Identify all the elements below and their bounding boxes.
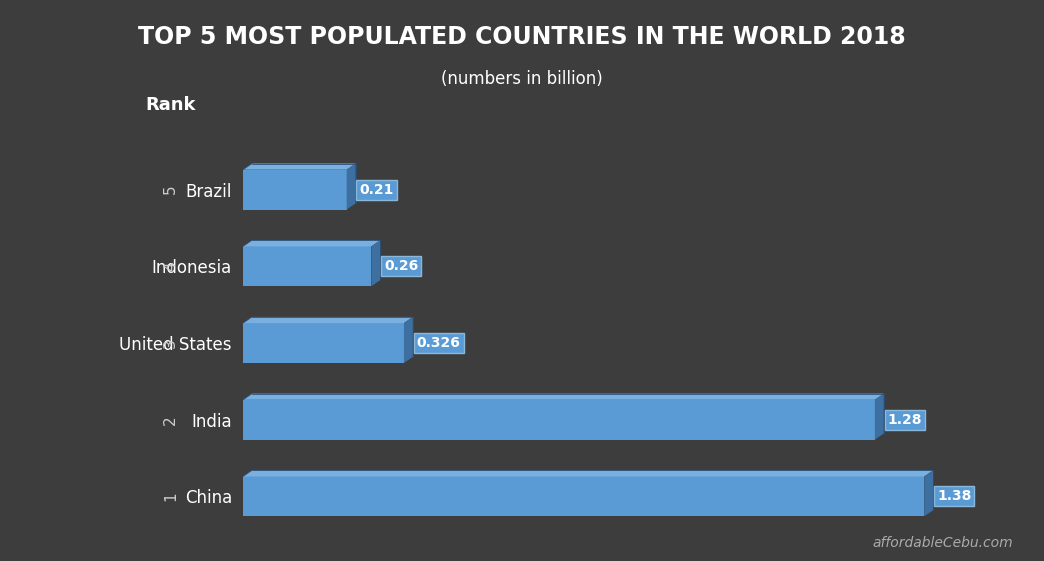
Polygon shape — [243, 164, 356, 169]
Text: (numbers in billion): (numbers in billion) — [442, 70, 602, 88]
Bar — [243, 400, 875, 440]
Text: 1.28: 1.28 — [887, 413, 922, 427]
Bar — [243, 323, 404, 363]
Text: 0.26: 0.26 — [384, 259, 419, 273]
Text: 5: 5 — [163, 185, 177, 195]
Polygon shape — [243, 317, 412, 323]
Text: 0.21: 0.21 — [359, 183, 394, 196]
Polygon shape — [243, 394, 883, 400]
Polygon shape — [243, 470, 933, 476]
Polygon shape — [347, 164, 356, 210]
Text: TOP 5 MOST POPULATED COUNTRIES IN THE WORLD 2018: TOP 5 MOST POPULATED COUNTRIES IN THE WO… — [138, 25, 906, 49]
Bar — [243, 246, 372, 286]
Polygon shape — [924, 470, 933, 516]
Bar — [243, 476, 924, 516]
Polygon shape — [404, 317, 412, 363]
Text: 0.326: 0.326 — [417, 336, 460, 350]
Text: affordableCebu.com: affordableCebu.com — [872, 536, 1013, 550]
Text: 3: 3 — [163, 338, 177, 348]
Bar — [243, 169, 347, 210]
Text: 1.38: 1.38 — [938, 489, 971, 503]
Text: 1: 1 — [163, 491, 177, 501]
Text: Rank: Rank — [145, 95, 195, 114]
Polygon shape — [243, 240, 380, 246]
Text: 4: 4 — [163, 261, 177, 271]
Polygon shape — [372, 240, 380, 286]
Text: 2: 2 — [163, 415, 177, 425]
Polygon shape — [875, 394, 883, 440]
